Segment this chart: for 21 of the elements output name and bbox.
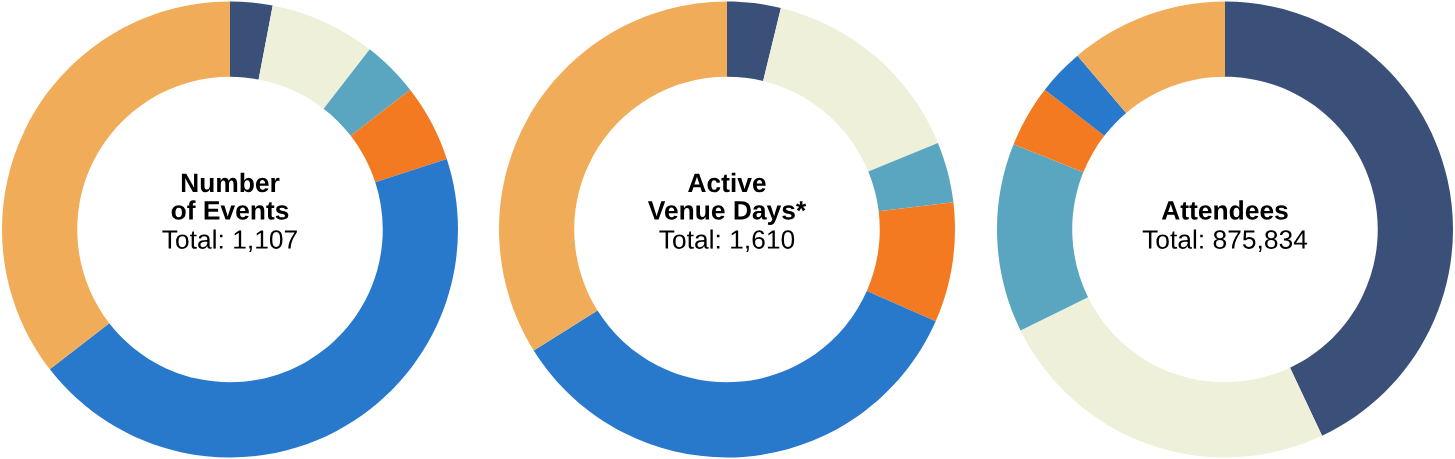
- donut-slice: [1013, 89, 1105, 173]
- text: Number of Events: [171, 172, 289, 220]
- text: Total: 1,107: [162, 229, 297, 252]
- donut-slice: [1020, 297, 1323, 458]
- donut-slice: [230, 1, 273, 80]
- donut-slice: [868, 142, 954, 212]
- donut-slice: [997, 144, 1089, 331]
- donut-slice: [533, 291, 936, 458]
- text: Attendees: [1161, 200, 1288, 220]
- text: Active Venue Days*: [647, 172, 807, 225]
- text: Total: 875,834: [1142, 229, 1308, 252]
- donut-slice: [323, 49, 411, 136]
- donut-slice: [49, 159, 458, 458]
- donut-slice: [258, 5, 370, 109]
- donut-slice: [727, 1, 781, 82]
- donut-slice: [1044, 55, 1127, 136]
- donut-slice: [1077, 1, 1225, 114]
- donut-slice: [350, 89, 447, 183]
- text: Total: 1,610: [659, 229, 795, 252]
- donut-slice: [866, 202, 955, 322]
- donut-slice: [763, 7, 938, 172]
